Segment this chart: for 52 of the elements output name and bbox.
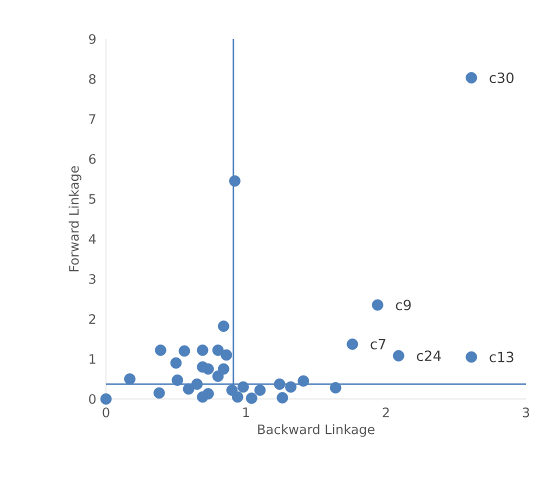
point xyxy=(218,320,230,332)
y-tick-label: 2 xyxy=(89,314,96,324)
annotation: c30 xyxy=(490,72,514,84)
x-tick-label: 0 xyxy=(102,408,110,418)
point xyxy=(276,392,288,404)
point xyxy=(392,350,404,362)
point xyxy=(285,381,296,393)
x-tick-label: 2 xyxy=(382,408,389,418)
point xyxy=(254,384,266,396)
point xyxy=(196,344,208,356)
point xyxy=(124,373,136,385)
annotation: c13 xyxy=(490,352,514,362)
point xyxy=(246,392,258,404)
point xyxy=(229,175,240,187)
x-tick-label: 3 xyxy=(522,408,530,418)
annotation: c7 xyxy=(370,338,386,350)
point xyxy=(298,375,310,387)
y-tick-label: 4 xyxy=(88,234,96,244)
point xyxy=(100,393,112,405)
point xyxy=(330,382,342,394)
point xyxy=(154,387,165,399)
point xyxy=(232,391,244,403)
y-tick-label: 6 xyxy=(89,154,96,164)
point xyxy=(346,338,358,350)
annotation: c9 xyxy=(396,300,411,310)
point xyxy=(170,357,182,369)
annotation: c24 xyxy=(416,350,441,362)
y-tick-label: 3 xyxy=(89,274,96,284)
y-tick-label: 8 xyxy=(89,74,96,84)
x-tick-label: 1 xyxy=(243,408,249,417)
point xyxy=(182,383,194,395)
y-tick-label: 9 xyxy=(89,34,96,44)
y-tick-label: 1 xyxy=(90,354,96,364)
point xyxy=(218,363,230,375)
y-axis-title: Forward Linkage xyxy=(68,166,82,272)
point xyxy=(466,72,478,84)
point xyxy=(220,349,232,361)
x-axis-title: Backward Linkage xyxy=(258,424,374,437)
point xyxy=(178,345,190,357)
y-tick-label: 0 xyxy=(89,394,96,404)
point xyxy=(466,351,478,363)
point xyxy=(372,299,384,311)
y-tick-label: 5 xyxy=(89,194,96,204)
point xyxy=(202,363,214,375)
point xyxy=(191,378,203,390)
point xyxy=(238,381,249,393)
point xyxy=(154,344,166,356)
y-tick-label: 7 xyxy=(89,114,96,124)
point xyxy=(202,388,214,400)
point xyxy=(172,374,184,386)
point xyxy=(212,344,224,356)
point xyxy=(274,378,286,390)
